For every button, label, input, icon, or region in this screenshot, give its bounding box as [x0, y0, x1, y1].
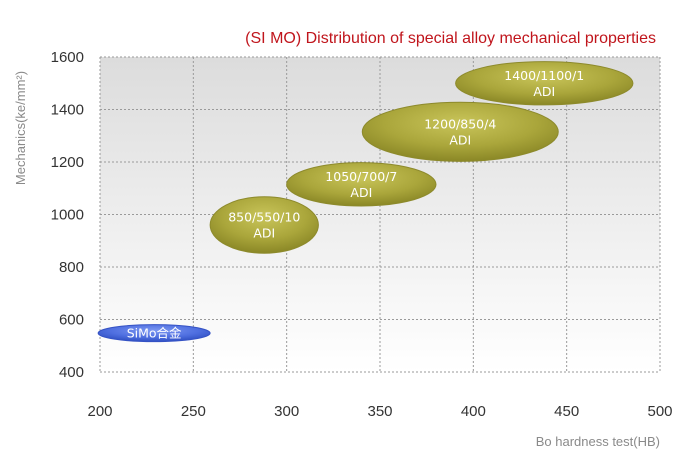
- bubble-label: ADI: [253, 226, 275, 241]
- x-tick-label: 400: [461, 403, 486, 420]
- bubble: [455, 61, 634, 106]
- x-axis-label: Bo hardness test(HB): [536, 434, 660, 449]
- y-axis-label: Mechanics(ke/mm²): [13, 71, 28, 185]
- bubble-label: ADI: [350, 185, 372, 200]
- y-tick-label: 800: [59, 259, 84, 276]
- bubble: [286, 162, 437, 207]
- x-tick-label: 300: [274, 403, 299, 420]
- data-bubbles: SiMo合金850/550/10ADI1050/700/7ADI1200/850…: [97, 61, 634, 343]
- y-tick-label: 1400: [51, 102, 84, 119]
- bubble-label: 850/550/10: [228, 210, 300, 225]
- grid: [99, 56, 661, 373]
- x-tick-label: 450: [554, 403, 579, 420]
- y-tick-label: 400: [59, 364, 84, 381]
- bubble-label: ADI: [449, 132, 471, 147]
- bubble-label: ADI: [533, 84, 555, 99]
- y-tick-label: 1600: [51, 49, 84, 66]
- x-tick-label: 500: [647, 403, 672, 420]
- x-tick-label: 250: [181, 403, 206, 420]
- y-tick-label: 1000: [51, 207, 84, 224]
- bubble: [97, 324, 211, 343]
- bubble-label: SiMo合金: [127, 326, 182, 341]
- bubble: [361, 101, 559, 162]
- bubble-label: 1400/1100/1: [504, 68, 584, 83]
- bubble-label: 1050/700/7: [325, 169, 397, 184]
- bubble: [209, 196, 319, 254]
- x-axis-ticks: 200 250 300 350 400 450 500: [87, 403, 672, 420]
- y-tick-label: 1200: [51, 154, 84, 171]
- chart-title: (SI MO) Distribution of special alloy me…: [245, 30, 656, 47]
- bubble-label: 1200/850/4: [424, 116, 496, 131]
- x-tick-label: 200: [87, 403, 112, 420]
- x-tick-label: 350: [367, 403, 392, 420]
- y-tick-label: 600: [59, 312, 84, 329]
- y-axis-ticks: 400 600 800 1000 1200 1400 1600: [51, 49, 84, 381]
